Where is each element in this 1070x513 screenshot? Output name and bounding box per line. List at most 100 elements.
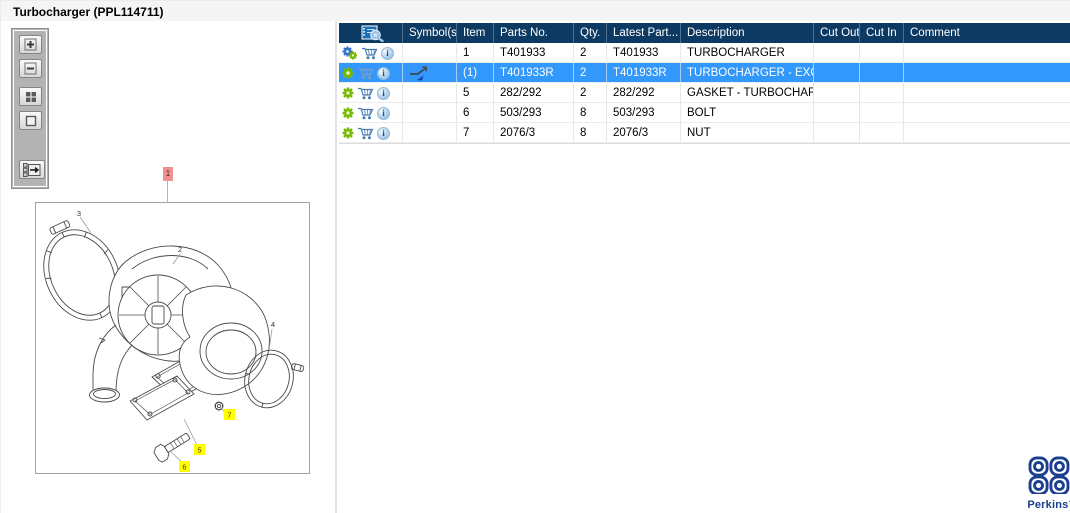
cell-item: 1	[456, 43, 493, 63]
cart-icon[interactable]	[357, 106, 374, 120]
callout-5-highlight	[194, 444, 205, 455]
minus-icon	[24, 62, 37, 75]
cell-cut-in	[859, 103, 903, 123]
cell-latest-part: 2076/3	[606, 123, 680, 143]
cell-cut-out	[813, 43, 859, 63]
cell-cut-out	[813, 103, 859, 123]
table-row-selected[interactable]: i (1) T401933R 2 T401933R TURBOCHARGER -…	[339, 63, 1070, 83]
page-title: Turbocharger (PPL114711)	[13, 5, 164, 19]
panel-splitter[interactable]	[335, 21, 337, 513]
cell-comment	[903, 83, 1070, 103]
diagram-callout-7[interactable]: 7	[227, 411, 231, 420]
cell-cut-in	[859, 43, 903, 63]
zoom-out-button[interactable]	[19, 59, 42, 78]
callout-7-highlight	[224, 409, 235, 420]
header-cell-item[interactable]: Item	[456, 23, 493, 43]
header-cell-parts-no[interactable]: Parts No.	[493, 23, 573, 43]
square-icon	[25, 115, 36, 126]
header-cell-cut-in[interactable]: Cut In	[859, 23, 903, 43]
cell-item: 5	[456, 83, 493, 103]
tile-view-button[interactable]	[19, 87, 42, 106]
cell-comment	[903, 103, 1070, 123]
cell-cut-out	[813, 63, 859, 83]
single-view-button[interactable]	[19, 111, 42, 130]
cell-qty: 2	[573, 83, 606, 103]
gears-double-icon[interactable]	[342, 46, 358, 60]
callout-6-highlight	[179, 461, 190, 472]
info-icon[interactable]: i	[377, 86, 390, 100]
cell-description: NUT	[680, 123, 813, 143]
cart-icon[interactable]	[357, 86, 374, 100]
table-row[interactable]: i 7 2076/3 8 2076/3 NUT	[339, 123, 1070, 143]
header-cell-comment[interactable]: Comment	[903, 23, 1070, 43]
gear-icon[interactable]	[342, 87, 354, 99]
cell-item: 6	[456, 103, 493, 123]
header-cell-actions[interactable]	[339, 23, 402, 43]
zoom-in-button[interactable]	[19, 35, 42, 54]
parts-table: Symbol(s) Item Parts No. Qty. Latest Par…	[339, 23, 1070, 144]
perkins-logo: Perkins·	[1023, 456, 1070, 511]
cell-qty: 8	[573, 103, 606, 123]
cell-item: (1)	[456, 63, 493, 83]
header-cell-qty[interactable]: Qty.	[573, 23, 606, 43]
diagram-callout-6[interactable]: 6	[182, 463, 186, 472]
cell-comment	[903, 43, 1070, 63]
document-search-icon	[361, 25, 384, 42]
callout-1-leader-line	[167, 181, 168, 202]
cell-parts-no: T401933	[493, 43, 573, 63]
table-row[interactable]: i 6 503/293 8 503/293 BOLT	[339, 103, 1070, 123]
row-actions: i	[339, 43, 402, 63]
cell-latest-part: T401933R	[606, 63, 680, 83]
cell-description: TURBOCHARGER	[680, 43, 813, 63]
info-icon[interactable]: i	[377, 66, 390, 80]
parts-table-header: Symbol(s) Item Parts No. Qty. Latest Par…	[339, 23, 1070, 43]
panel-arrow-icon	[23, 162, 41, 177]
diagram-callout-4[interactable]: 4	[271, 320, 275, 329]
diagram-callout-2[interactable]: 2	[178, 245, 182, 254]
gear-icon[interactable]	[342, 127, 354, 139]
info-icon[interactable]: i	[377, 106, 390, 120]
header-cell-symbols[interactable]: Symbol(s)	[402, 23, 456, 43]
cell-symbols	[402, 63, 456, 83]
cell-symbols	[402, 43, 456, 63]
diagram-callout-5[interactable]: 5	[197, 446, 201, 455]
diagram-callout-1[interactable]: 1	[163, 167, 173, 181]
parts-table-body: i 1 T401933 2 T401933 TURBOCHARGER	[339, 43, 1070, 143]
header-cell-description[interactable]: Description	[680, 23, 813, 43]
cell-symbols	[402, 123, 456, 143]
info-icon[interactable]: i	[377, 126, 390, 140]
cell-latest-part: T401933	[606, 43, 680, 63]
cell-cut-in	[859, 63, 903, 83]
cart-icon[interactable]	[357, 66, 374, 80]
diagram-frame: 3 2 4 7 5 6	[35, 202, 310, 474]
cell-parts-no: 282/292	[493, 83, 573, 103]
perkins-rings-icon	[1028, 456, 1070, 496]
cell-description: GASKET - TURBOCHARGER	[680, 83, 813, 103]
cell-qty: 2	[573, 63, 606, 83]
cell-cut-in	[859, 83, 903, 103]
table-row[interactable]: i 5 282/292 2 282/292 GASKET - TURBOCHAR…	[339, 83, 1070, 103]
diagram-callout-3[interactable]: 3	[77, 209, 81, 218]
header-cell-cut-out[interactable]: Cut Out	[813, 23, 859, 43]
cell-parts-no: 503/293	[493, 103, 573, 123]
cell-comment	[903, 63, 1070, 83]
cell-item: 7	[456, 123, 493, 143]
cell-cut-in	[859, 123, 903, 143]
row-actions: i	[339, 103, 402, 123]
cart-icon[interactable]	[361, 46, 378, 60]
cell-symbols	[402, 83, 456, 103]
gear-icon[interactable]	[342, 67, 354, 79]
gear-icon[interactable]	[342, 107, 354, 119]
cart-icon[interactable]	[357, 126, 374, 140]
cell-parts-no: 2076/3	[493, 123, 573, 143]
header-cell-latest-part[interactable]: Latest Part...	[606, 23, 680, 43]
perkins-logo-text: Perkins·	[1023, 499, 1070, 511]
cell-latest-part: 503/293	[606, 103, 680, 123]
table-row[interactable]: i 1 T401933 2 T401933 TURBOCHARGER	[339, 43, 1070, 63]
trademark-mark: ·	[1068, 499, 1070, 505]
export-panel-button[interactable]	[19, 160, 45, 179]
info-icon[interactable]: i	[381, 46, 394, 60]
plus-icon	[24, 38, 37, 51]
viewer-toolbar	[11, 28, 49, 189]
row-actions: i	[339, 63, 402, 83]
